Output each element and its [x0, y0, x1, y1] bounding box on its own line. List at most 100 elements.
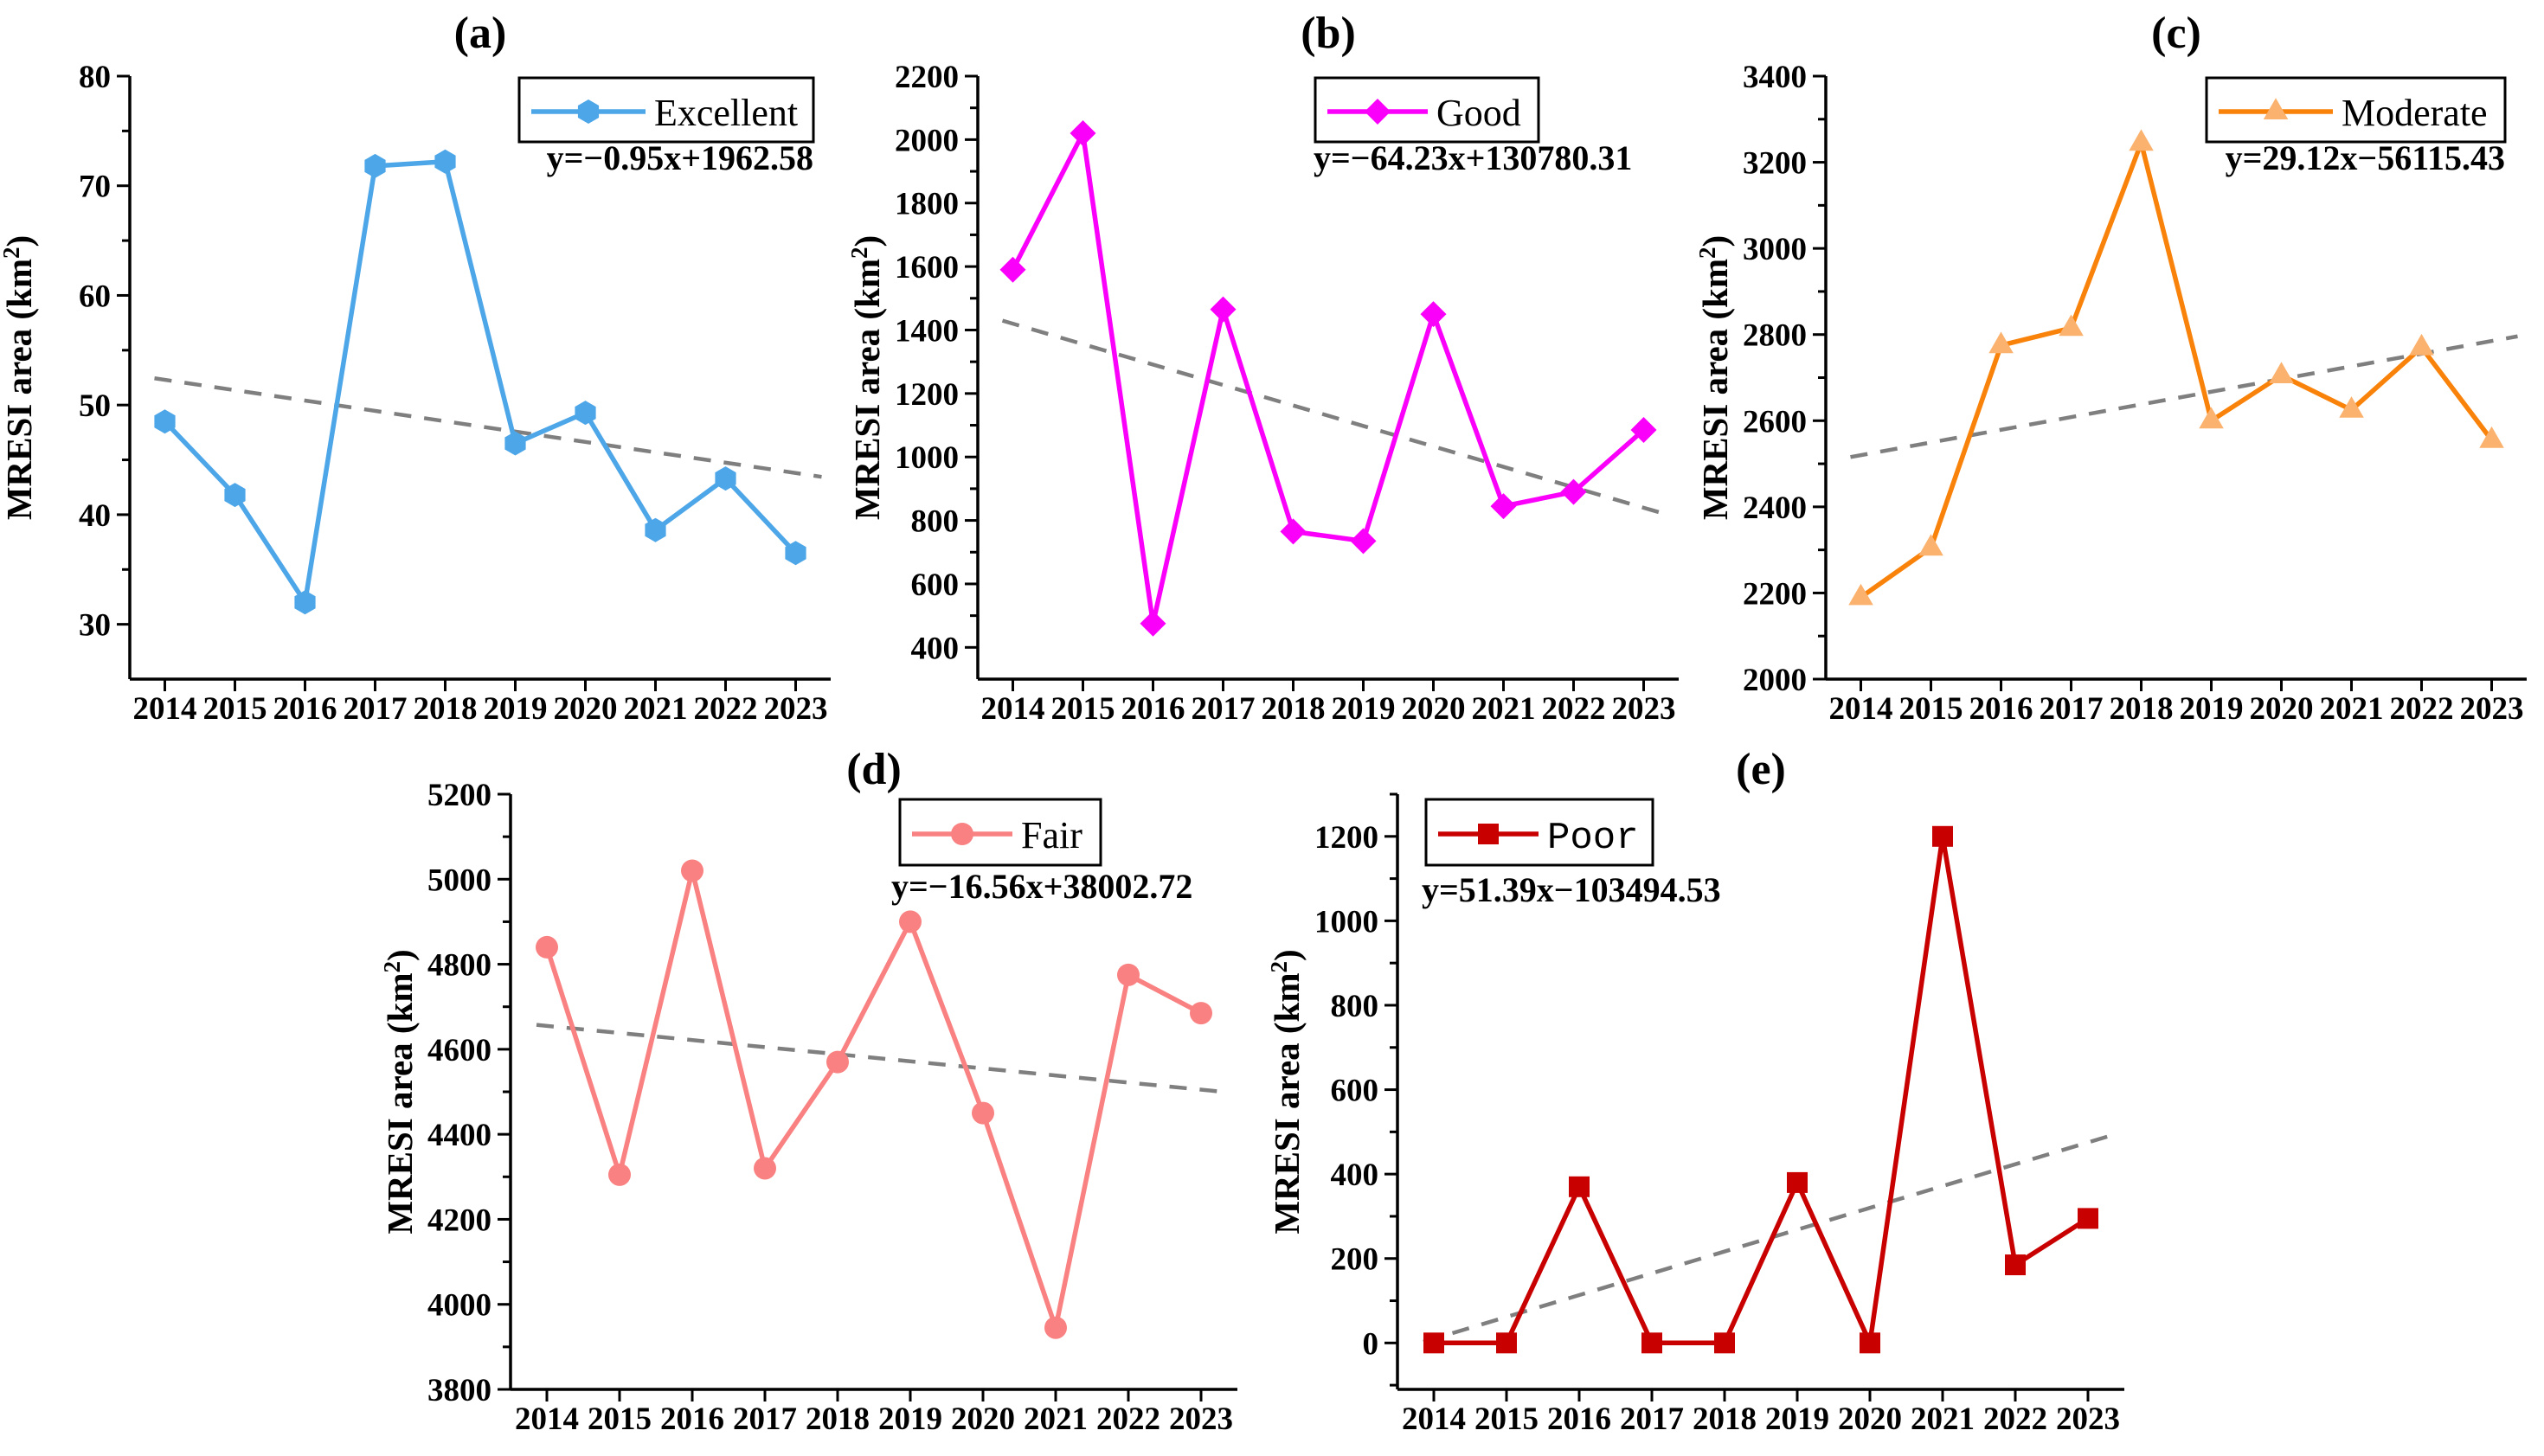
legend-label: Moderate	[2342, 92, 2488, 134]
data-point-marker	[2409, 333, 2434, 356]
data-point-marker	[434, 149, 456, 174]
y-tick-label: 4600	[427, 1033, 491, 1068]
panel-title: (c)	[2151, 9, 2201, 58]
x-tick-label: 2020	[1402, 691, 1466, 727]
x-tick-label: 2016	[1969, 691, 2033, 727]
y-tick-label: 400	[1331, 1158, 1379, 1193]
legend-label: Fair	[1021, 814, 1082, 856]
y-tick-label: 70	[79, 170, 111, 205]
y-tick-label: 30	[79, 608, 111, 644]
y-tick-label: 3800	[427, 1373, 491, 1408]
data-point-marker	[1848, 583, 1873, 606]
tick-marks	[498, 792, 1203, 1401]
data-point-marker	[1280, 518, 1307, 545]
data-point-marker	[2059, 314, 2084, 337]
data-point-marker	[575, 401, 596, 426]
y-tick-label: 3200	[1743, 146, 1807, 182]
x-tick-label: 2021	[2320, 691, 2384, 727]
series-line	[1431, 834, 2091, 1346]
panel-title: (a)	[454, 9, 507, 58]
tick-marks	[1813, 74, 2493, 691]
y-tick-label: 1800	[895, 187, 959, 222]
x-tick-label: 2018	[2110, 691, 2174, 727]
y-tick-label: 2200	[895, 60, 959, 95]
data-point-marker	[645, 517, 666, 542]
data-point-marker	[1860, 1332, 1880, 1354]
y-axis-title: MRESI area (km2)	[1694, 235, 1735, 520]
data-point-marker	[754, 1157, 776, 1180]
data-point-marker	[2078, 1208, 2098, 1229]
x-tick-label: 2023	[2056, 1401, 2120, 1437]
data-point-marker	[1117, 963, 1140, 986]
data-point-marker	[1070, 120, 1096, 146]
x-tick-label: 2020	[951, 1401, 1015, 1437]
x-tick-label: 2016	[660, 1401, 724, 1437]
data-point-marker	[1988, 331, 2014, 354]
x-tick-label: 2017	[733, 1401, 797, 1437]
x-tick-label: 2021	[624, 691, 688, 727]
y-axis-title: MRESI area (km2)	[846, 235, 887, 520]
data-point-marker	[681, 859, 703, 882]
y-tick-label: 2000	[895, 123, 959, 158]
equation-label: y=51.39x−103494.53	[1422, 870, 1721, 909]
y-tick-label: 4800	[427, 948, 491, 984]
x-tick-label: 2022	[2390, 691, 2454, 727]
data-point-marker	[608, 1163, 631, 1186]
data-point-marker	[1560, 478, 1587, 505]
legend: Fair	[898, 798, 1102, 867]
x-tick-label: 2018	[806, 1401, 870, 1437]
equation-label: y=−0.95x+1962.58	[547, 138, 813, 177]
legend-marker	[1365, 99, 1391, 125]
x-tick-label: 2022	[694, 691, 758, 727]
data-point-marker	[999, 256, 1026, 283]
y-tick-label: 1000	[895, 440, 959, 476]
x-tick-label: 2015	[203, 691, 267, 727]
data-point-marker	[1423, 1332, 1444, 1354]
x-tick-label: 2014	[515, 1401, 579, 1437]
x-tick-label: 2014	[1402, 1401, 1466, 1437]
data-point-marker	[1490, 493, 1517, 520]
x-tick-label: 2019	[484, 691, 548, 727]
legend-label: Good	[1436, 92, 1521, 134]
series-line	[1858, 140, 2495, 600]
panel-title: (b)	[1301, 9, 1356, 58]
legend-marker	[951, 823, 973, 845]
y-tick-label: 1400	[895, 313, 959, 349]
panel-d-chart: 3800 4000 4200 4400 4600 4800 5000 5200 2014 2015…	[379, 745, 1237, 1437]
data-point-marker	[715, 466, 736, 491]
legend: Excellent	[517, 76, 815, 144]
y-tick-label: 1000	[1314, 904, 1378, 940]
data-point-marker	[2479, 426, 2504, 448]
y-tick-label: 3000	[1743, 232, 1807, 267]
x-tick-label: 2020	[554, 691, 618, 727]
x-tick-label: 2016	[1121, 691, 1185, 727]
x-tick-label: 2019	[878, 1401, 942, 1437]
data-point-marker	[504, 431, 526, 456]
y-tick-label: 800	[1331, 989, 1379, 1024]
data-point-marker	[1190, 1002, 1212, 1025]
x-tick-label: 2021	[1911, 1401, 1975, 1437]
data-point-marker	[1932, 825, 1953, 847]
x-tick-label: 2016	[273, 691, 337, 727]
trend-line	[1850, 334, 2518, 459]
x-tick-label: 2015	[1051, 691, 1115, 727]
data-point-marker	[1787, 1171, 1808, 1193]
y-tick-label: 1200	[1314, 820, 1378, 856]
legend-label: Excellent	[654, 92, 798, 134]
panel-b-chart: 400 600 800 1000 1200 1400 1600 1800 2000 2200 201…	[846, 9, 1679, 727]
y-tick-label: 2800	[1743, 318, 1807, 354]
data-points	[999, 120, 1657, 637]
x-tick-label: 2014	[981, 691, 1045, 727]
legend-box	[517, 76, 815, 144]
trend-line	[1001, 318, 1671, 517]
y-axis-title: MRESI area (km2)	[379, 949, 420, 1234]
y-tick-label: 5200	[427, 778, 491, 813]
x-tick-label: 2014	[1829, 691, 1893, 727]
equation-label: y=29.12x−56115.43	[2226, 138, 2505, 177]
data-point-marker	[1210, 296, 1237, 323]
axes	[976, 76, 1679, 681]
y-tick-label: 2200	[1743, 576, 1807, 612]
legend: Good	[1314, 76, 1540, 144]
